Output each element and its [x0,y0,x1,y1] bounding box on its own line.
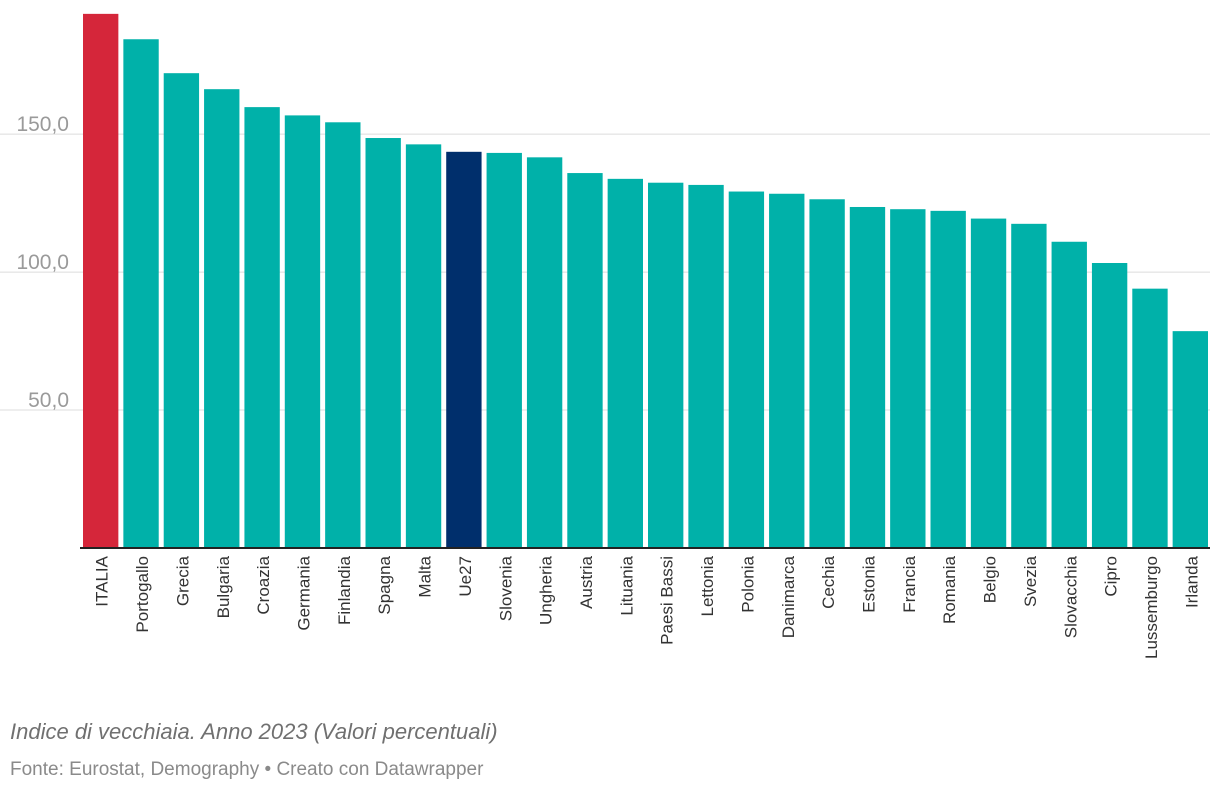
category-label: Ungheria [537,555,556,625]
bar-portogallo [123,39,159,548]
bar-lussemburgo [1132,288,1168,548]
category-label: Cipro [1102,556,1121,597]
category-label: Polonia [738,555,757,612]
category-label: Paesi Bassi [658,556,677,645]
category-label: Slovenia [496,555,515,621]
category-label: Lettonia [698,555,717,616]
category-label: Portogallo [133,556,152,633]
bar-ue27 [446,151,482,548]
bar-cechia [809,199,845,548]
x-axis-category-labels: ITALIA Portogallo Grecia Bulgaria Croazia Ger… [93,555,1202,659]
bar-bulgaria [204,89,240,549]
category-label: Lituania [617,555,636,615]
category-label: Finlandia [335,555,354,625]
chart-caption: Indice di vecchiaia. Anno 2023 (Valori p… [10,719,498,744]
bar-austria [567,173,603,548]
bar-cipro [1091,263,1128,548]
category-label: Cechia [819,555,838,608]
bar-italia [83,13,119,549]
bar-lettonia [688,184,724,549]
bar-slovacchia [1051,241,1087,548]
category-label: Ue27 [456,556,475,597]
bar-belgio [970,218,1007,548]
category-label: Grecia [173,555,192,606]
category-label: Romania [940,555,959,624]
category-label: Spagna [375,555,394,614]
category-label: Bulgaria [214,555,233,618]
category-label: Svezia [1021,555,1040,607]
category-label: Irlanda [1182,555,1201,608]
category-label: Malta [416,555,435,597]
bar-polonia [728,191,765,549]
category-label: Lussemburgo [1142,556,1161,659]
bar-paesi-bassi [648,182,684,548]
category-label: Croazia [254,555,273,614]
bar-estonia [849,206,886,549]
bar-lituania [607,178,643,548]
bar-francia [890,209,926,548]
gridlines [0,133,1210,411]
bar-slovenia [486,152,522,548]
category-label: Estonia [859,555,878,612]
bar-danimarca [769,193,805,548]
category-label: Slovacchia [1061,555,1080,638]
bar-ungheria [526,157,563,548]
category-label: Belgio [981,556,1000,603]
bar-malta [405,144,442,549]
category-label: Germania [294,555,313,630]
bars [83,13,1208,549]
bar-romania [930,210,966,548]
bar-chart: 50,0 100,0 150,0 ITALIA Portogallo Grecia Bul… [0,13,1210,659]
bar-germania [284,115,321,548]
category-label: Danimarca [779,555,798,638]
category-label: Austria [577,555,596,608]
bar-grecia [163,73,200,549]
bar-finlandia [325,122,361,548]
bar-irlanda [1172,331,1208,548]
category-label: ITALIA [93,555,112,606]
bar-croazia [244,107,280,549]
y-axis-tick-labels: 50,0 100,0 150,0 [16,113,69,412]
bar-spagna [365,138,401,548]
y-tick-label: 100,0 [16,251,69,274]
y-tick-label: 50,0 [28,389,69,412]
bar-svezia [1011,223,1047,548]
y-tick-label: 150,0 [16,113,69,136]
category-label: Francia [900,555,919,612]
source-note: Fonte: Eurostat, Demography • Creato con… [10,759,484,780]
